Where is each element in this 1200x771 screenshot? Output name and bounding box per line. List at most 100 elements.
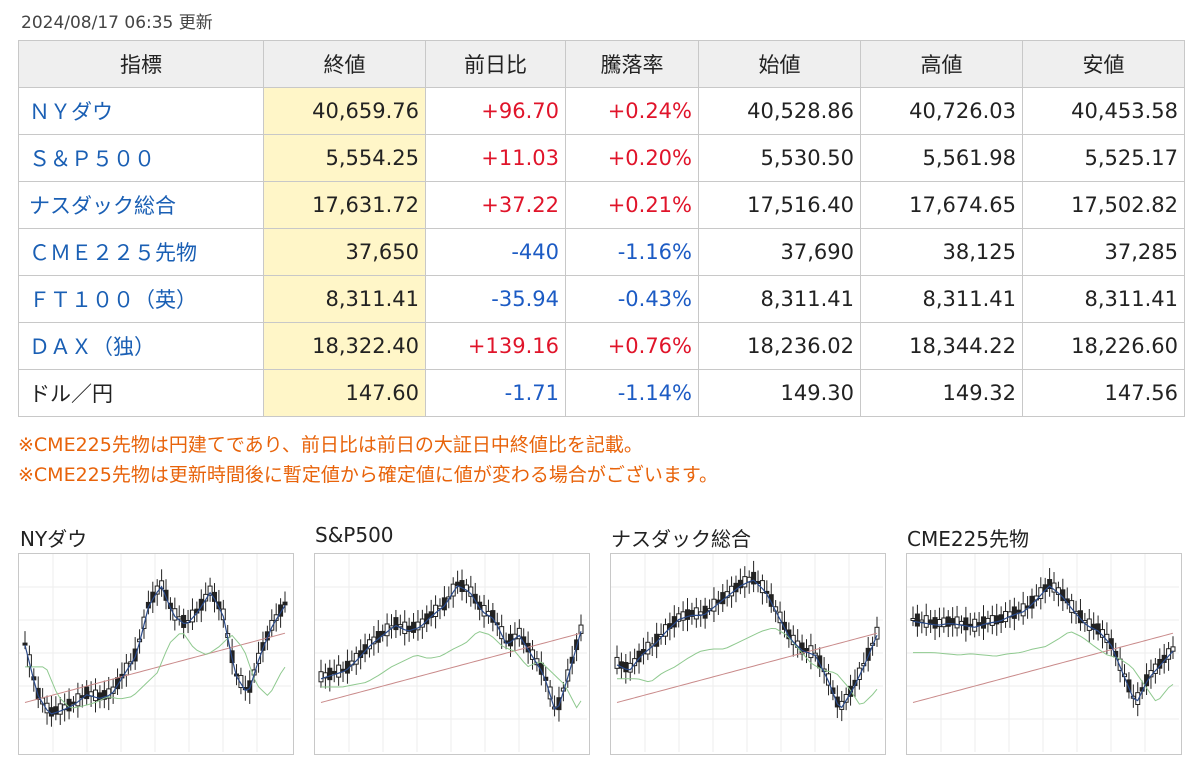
cell-pct: -1.14% xyxy=(565,369,699,417)
candle-body xyxy=(1011,606,1017,619)
cell-close: 17,631.72 xyxy=(263,181,426,229)
candle-body xyxy=(994,615,1000,625)
index-name-link[interactable]: ナスダック総合 xyxy=(18,181,264,229)
moving-average-mid xyxy=(25,633,286,709)
cell-close: 18,322.40 xyxy=(263,322,426,370)
cell-change: +37.22 xyxy=(425,181,566,229)
moving-average-long xyxy=(616,632,878,703)
header-close: 終値 xyxy=(263,40,426,88)
candle-body xyxy=(910,617,916,621)
candle-body xyxy=(455,581,461,587)
notes: ※CME225先物は円建てであり、前日比は前日の大証日中終値比を記載。 ※CME… xyxy=(18,430,718,490)
candle-body xyxy=(75,693,81,707)
cell-low: 5,525.17 xyxy=(1022,134,1185,182)
table-row: ＦＴ１００（英） 8,311.41 -35.94 -0.43% 8,311.41 8,31… xyxy=(18,275,1185,323)
cell-change: -35.94 xyxy=(425,275,566,323)
cell-change: +96.70 xyxy=(425,87,566,135)
index-name-link[interactable]: ＦＴ１００（英） xyxy=(18,275,264,323)
cell-close: 8,311.41 xyxy=(263,275,426,323)
candle-body xyxy=(914,613,920,627)
cell-close: 5,554.25 xyxy=(263,134,426,182)
cell-open: 17,516.40 xyxy=(698,181,861,229)
chart-nasdaq[interactable] xyxy=(610,553,886,755)
table-row: ドル／円 147.60 -1.71 -1.14% 149.30 149.32 147.56 xyxy=(18,369,1185,417)
cell-high: 5,561.98 xyxy=(860,134,1023,182)
cell-low: 40,453.58 xyxy=(1022,87,1185,135)
index-name-link: ドル／円 xyxy=(18,369,264,417)
index-name-link[interactable]: Ｓ＆Ｐ５００ xyxy=(18,134,264,182)
candle-body xyxy=(989,615,995,626)
candle-body xyxy=(331,670,337,675)
table-row: Ｓ＆Ｐ５００ 5,554.25 +11.03 +0.20% 5,530.50 5,561.… xyxy=(18,134,1185,182)
candle-body xyxy=(384,623,390,637)
cell-open: 40,528.86 xyxy=(698,87,861,135)
candle-body xyxy=(57,703,63,715)
cell-open: 5,530.50 xyxy=(698,134,861,182)
index-name-link[interactable]: ＣＭＥ２２５先物 xyxy=(18,228,264,276)
candle-body xyxy=(1016,609,1022,613)
chart-sp500[interactable] xyxy=(314,553,590,755)
moving-average-mid xyxy=(321,631,582,709)
candle-body xyxy=(768,594,774,607)
chart-title-ny-dow: NYダウ xyxy=(20,527,88,551)
candle-body xyxy=(238,675,244,689)
candle-body xyxy=(530,649,536,660)
cell-pct: +0.21% xyxy=(565,181,699,229)
candle-body xyxy=(1020,603,1026,617)
header-low: 安値 xyxy=(1022,40,1185,88)
cell-high: 8,311.41 xyxy=(860,275,1023,323)
candle-body xyxy=(472,593,478,604)
candle-body xyxy=(163,589,169,601)
candle-body xyxy=(826,673,832,686)
candle-body xyxy=(923,615,929,628)
candle-body xyxy=(963,617,969,631)
cell-change: +11.03 xyxy=(425,134,566,182)
market-quotes-table: 指標 終値 前日比 騰落率 始値 高値 安値 ＮＹダウ 40,659.76 +96.… xyxy=(18,40,1185,417)
candle-body xyxy=(278,604,284,617)
table-row: ＮＹダウ 40,659.76 +96.70 +0.24% 40,528.86 40,726… xyxy=(18,87,1185,135)
chart-title-sp500: S&P500 xyxy=(315,523,394,547)
candle-body xyxy=(260,642,266,651)
candle-body xyxy=(645,641,651,655)
cell-low: 17,502.82 xyxy=(1022,181,1185,229)
candle-body xyxy=(336,664,342,678)
note-line: ※CME225先物は円建てであり、前日比は前日の大証日中終値比を記載。 xyxy=(18,434,643,456)
candle-body xyxy=(172,608,178,621)
cell-close: 37,650 xyxy=(263,228,426,276)
candle-body xyxy=(402,621,408,635)
cell-high: 149.32 xyxy=(860,369,1023,417)
candle-body xyxy=(941,617,947,628)
candle-body xyxy=(945,616,951,627)
index-name-link[interactable]: ＮＹダウ xyxy=(18,87,264,135)
candle-body xyxy=(507,633,513,647)
candle-body xyxy=(919,619,925,623)
cell-pct: +0.76% xyxy=(565,322,699,370)
table-row: ＤＡＸ（独） 18,322.40 +139.16 +0.76% 18,236.02 18,… xyxy=(18,322,1185,370)
moving-average-short xyxy=(616,579,878,709)
moving-average-long xyxy=(320,632,582,703)
note-line: ※CME225先物は更新時間後に暫定値から確定値に値が変わる場合がございます。 xyxy=(18,464,718,486)
candle-body xyxy=(781,621,787,630)
candle-body xyxy=(702,605,708,619)
cell-pct: -0.43% xyxy=(565,275,699,323)
candle-body xyxy=(1086,618,1092,631)
candle-body xyxy=(843,693,849,703)
index-name-link[interactable]: ＤＡＸ（独） xyxy=(18,322,264,370)
cell-open: 149.30 xyxy=(698,369,861,417)
cell-high: 18,344.22 xyxy=(860,322,1023,370)
chart-ny-dow[interactable] xyxy=(18,553,294,755)
candle-body xyxy=(751,571,757,585)
cell-low: 18,226.60 xyxy=(1022,322,1185,370)
candlestick-chart xyxy=(907,554,1179,752)
candle-body xyxy=(318,671,324,683)
candle-body xyxy=(411,621,417,633)
candle-body xyxy=(932,617,938,629)
chart-cme225[interactable] xyxy=(906,553,1182,755)
candle-body xyxy=(269,619,275,631)
moving-average-long xyxy=(24,632,286,703)
candle-body xyxy=(1170,646,1176,652)
header-change: 前日比 xyxy=(425,40,566,88)
candle-body xyxy=(459,580,465,592)
header-open: 始値 xyxy=(698,40,861,88)
candle-body xyxy=(777,611,783,624)
